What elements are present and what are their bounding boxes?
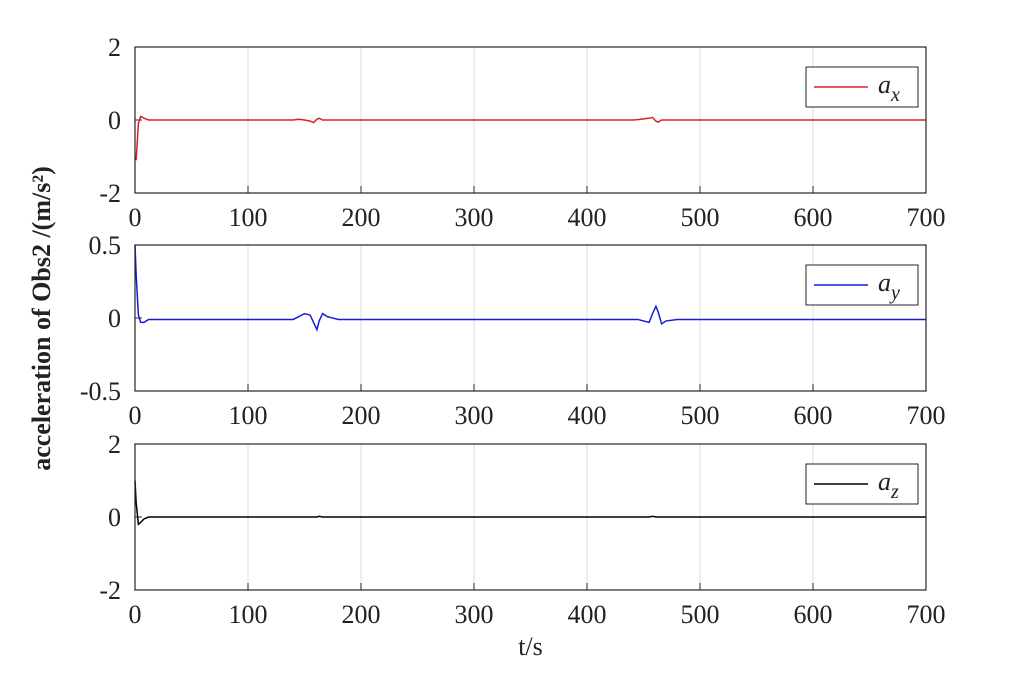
x-tick-label: 300	[455, 600, 494, 629]
x-tick-label: 300	[455, 203, 494, 232]
data-line	[134, 480, 926, 526]
x-tick-label: 600	[794, 203, 833, 232]
x-tick-label: 700	[907, 203, 946, 232]
x-tick-label: 400	[568, 401, 607, 430]
legend-label: ax	[878, 70, 900, 106]
axes-box	[134, 244, 927, 392]
legend-name: a	[878, 70, 891, 99]
axes-box	[134, 443, 927, 591]
y-tick-label: -2	[99, 179, 121, 208]
data-line	[134, 244, 926, 332]
x-tick-label: 0	[129, 203, 142, 232]
x-tick-label: 100	[229, 401, 268, 430]
x-tick-label: 600	[794, 600, 833, 629]
y-tick-label: -2	[99, 576, 121, 605]
x-tick-label: 100	[229, 600, 268, 629]
legend-subscript: x	[890, 84, 900, 106]
y-tick-label: 0	[108, 106, 121, 135]
y-tick-label: -0.5	[80, 377, 121, 406]
x-tick-label: 200	[342, 401, 381, 430]
x-tick-label: 500	[681, 401, 720, 430]
legend-label: az	[878, 467, 899, 503]
axes-box	[134, 46, 927, 194]
x-tick-label: 200	[342, 203, 381, 232]
x-axis-label: t/s	[518, 632, 543, 661]
x-tick-label: 400	[568, 600, 607, 629]
y-tick-label: 0	[108, 304, 121, 333]
legend-name: a	[878, 467, 891, 496]
legend-label: ay	[878, 268, 900, 304]
legend-subscript: y	[889, 282, 900, 304]
x-tick-label: 700	[907, 600, 946, 629]
y-tick-label: 0	[108, 503, 121, 532]
plot-area	[135, 245, 926, 391]
x-tick-label: 200	[342, 600, 381, 629]
x-tick-label: 400	[568, 203, 607, 232]
y-axis-label: acceleration of Obs2 /(m/s²)	[27, 166, 56, 471]
x-tick-label: 700	[907, 401, 946, 430]
x-tick-label: 500	[681, 203, 720, 232]
data-line	[134, 115, 926, 161]
y-tick-label: 2	[108, 33, 121, 62]
legend-name: a	[878, 268, 891, 297]
x-tick-label: 0	[129, 401, 142, 430]
x-tick-label: 300	[455, 401, 494, 430]
x-tick-label: 100	[229, 203, 268, 232]
y-tick-label: 2	[108, 430, 121, 459]
x-tick-label: 600	[794, 401, 833, 430]
y-tick-label: 0.5	[89, 231, 122, 260]
legend-subscript: z	[890, 481, 899, 503]
x-tick-label: 500	[681, 600, 720, 629]
x-tick-label: 0	[129, 600, 142, 629]
